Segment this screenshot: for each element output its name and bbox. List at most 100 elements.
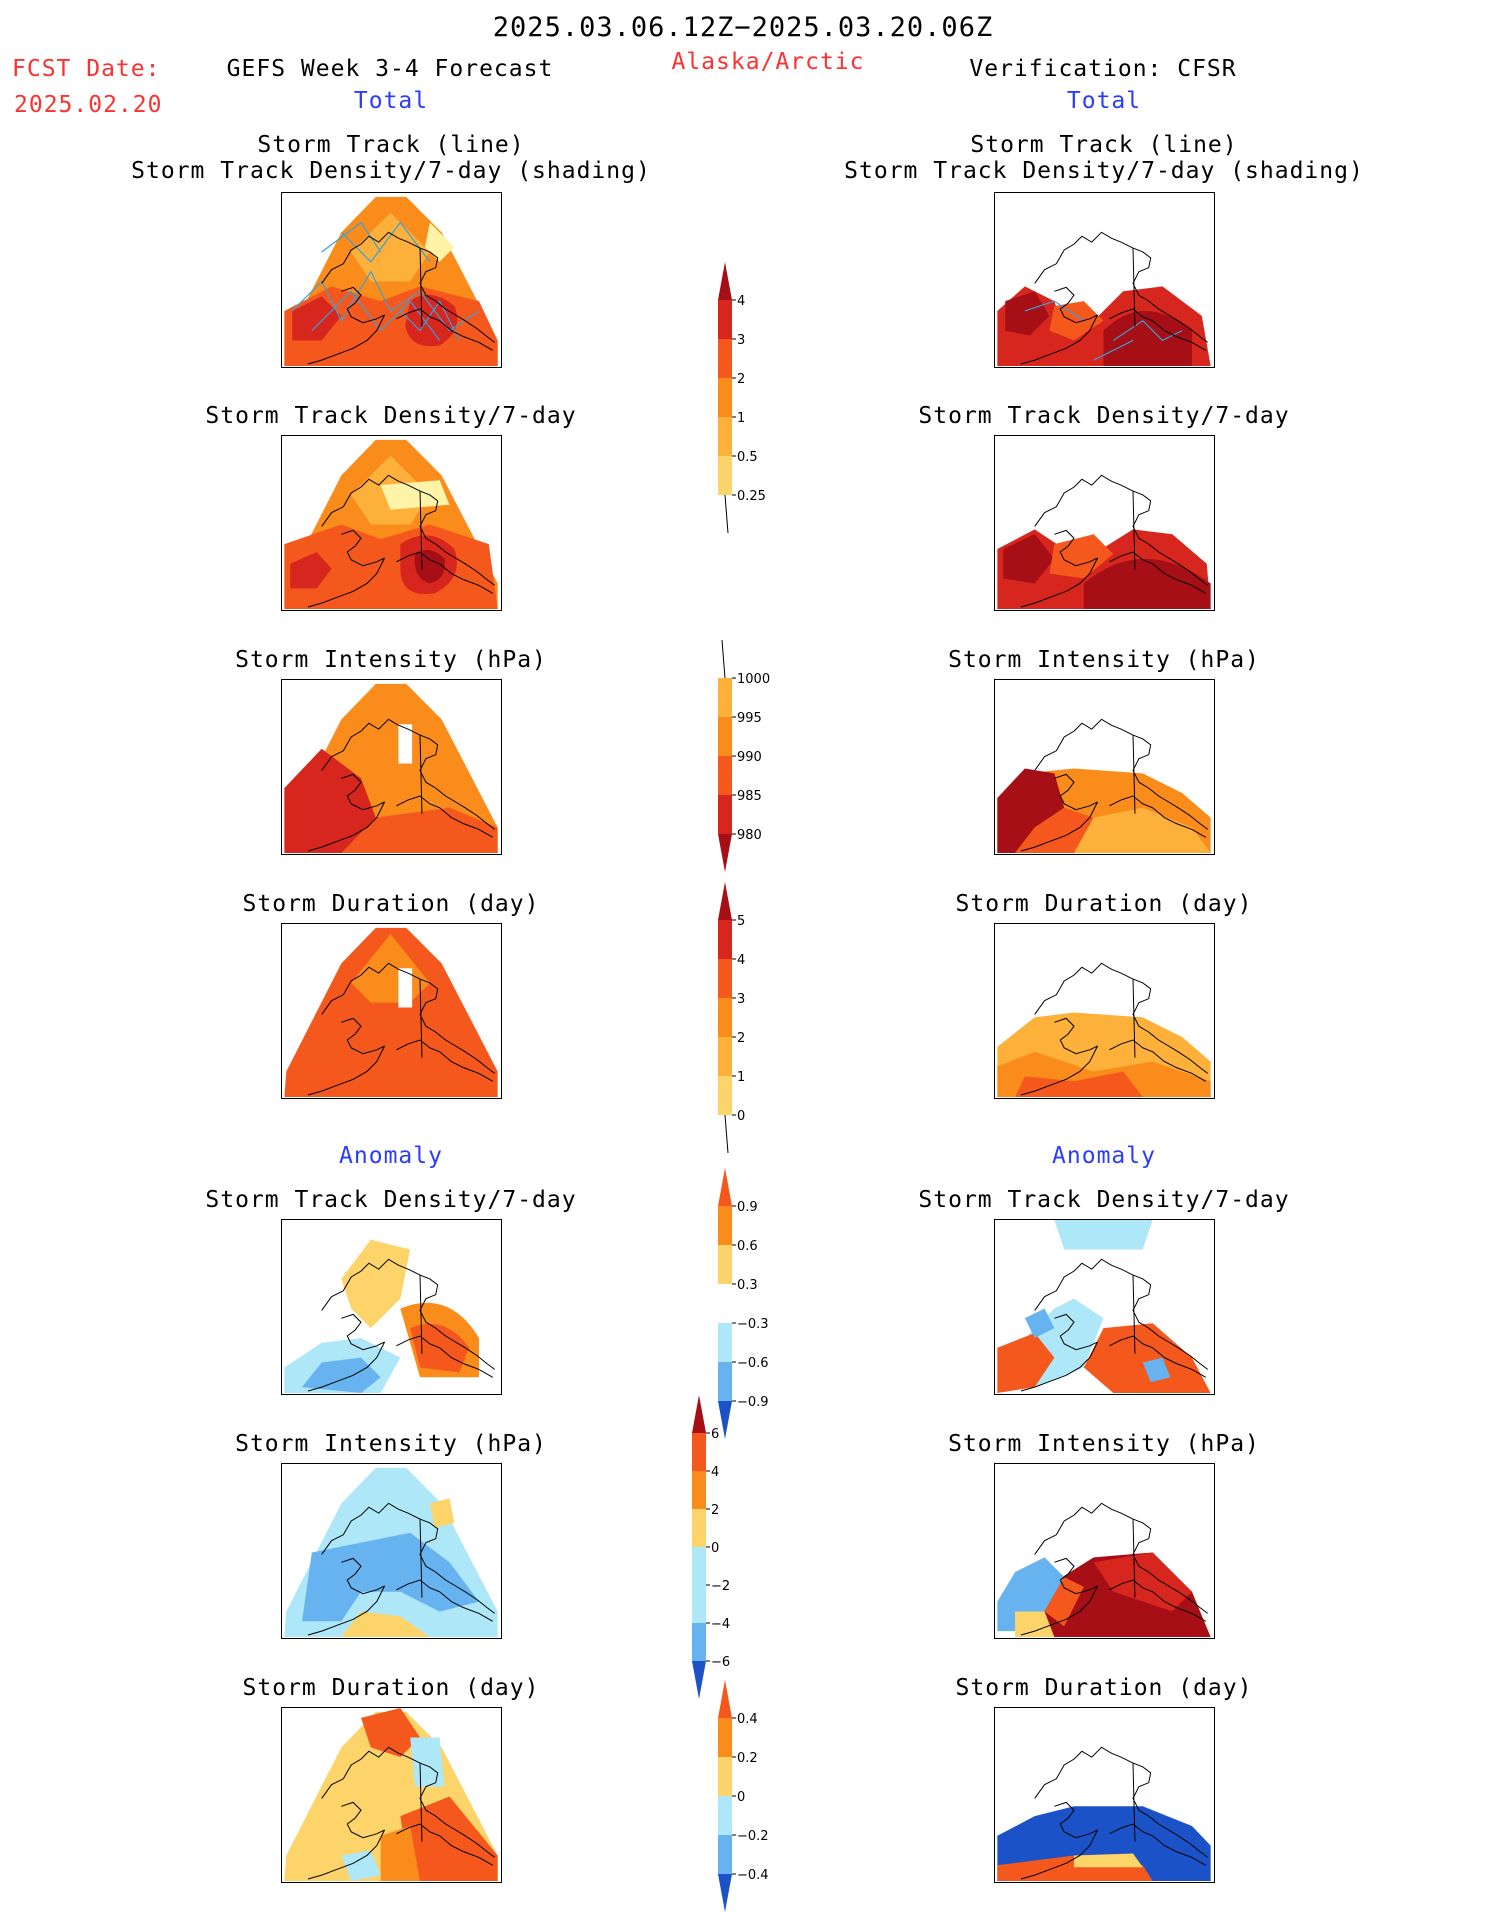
map-intensity-anomaly-verification <box>994 1463 1215 1639</box>
colorbar-graphic: 0.9 0.6 0.3 −0.3 −0.6 −0.9 <box>718 1168 769 1439</box>
colorbar-tick-label: 2 <box>737 372 745 387</box>
colorbar-tick-label: 985 <box>737 789 762 804</box>
colorbar-segment <box>718 1362 732 1401</box>
colorbar-tick-label: −2 <box>711 1579 730 1594</box>
coastline <box>1020 1502 1208 1636</box>
coastline <box>1020 1746 1208 1880</box>
colorbar-segment <box>718 678 732 717</box>
shaded-region <box>414 550 445 584</box>
colorbar-segment <box>692 1471 706 1509</box>
map-graphic <box>997 231 1211 366</box>
colorbar-tick-label: 0.25 <box>737 489 766 504</box>
shaded-region <box>997 768 1065 853</box>
colorbar-intensity: 1000 995 990 985 980 <box>718 639 778 876</box>
coastline <box>307 1258 495 1392</box>
shaded-region <box>1003 534 1055 584</box>
shaded-region <box>398 724 413 764</box>
shaded-region <box>429 1498 455 1528</box>
shaded-region <box>380 480 450 510</box>
colorbar-segment <box>692 1623 706 1661</box>
shaded-region <box>302 1357 381 1393</box>
map-intensity-verification <box>994 679 1215 855</box>
colorbar-graphic: 5 4 3 2 1 0 <box>718 882 745 1154</box>
map-graphic <box>997 1746 1211 1881</box>
shaded-region <box>1093 1552 1192 1612</box>
colorbar-tick-label: −0.9 <box>737 1395 769 1410</box>
shaded-region <box>1015 1611 1055 1637</box>
storm-track-lines <box>1024 300 1183 361</box>
shaded-region <box>1015 807 1094 853</box>
shaded-region <box>292 296 342 341</box>
colorbar-tick-label: 1000 <box>737 672 770 687</box>
shaded-region <box>1074 807 1211 853</box>
shaded-region <box>997 1557 1065 1632</box>
colorbar-tick-label: 0 <box>737 1109 745 1124</box>
panel-title-density-right: Storm Track Density/7-day <box>918 403 1290 429</box>
colorbar-tick-label: −0.4 <box>737 1868 769 1883</box>
map-graphic <box>284 196 498 366</box>
shaded-region <box>1142 1357 1171 1383</box>
coastline <box>1020 718 1208 852</box>
panel-title-track-density-shading-left: Storm Track Density/7-day (shading) <box>131 158 651 184</box>
map-duration-verification <box>994 923 1215 1099</box>
map-graphic <box>997 1502 1211 1637</box>
map-duration-anomaly-verification <box>994 1707 1215 1883</box>
panel-title-track-line-left: Storm Track (line) <box>257 132 525 158</box>
panel-title-duration-anom-right: Storm Duration (day) <box>955 1675 1253 1701</box>
anomaly-label-left: Anomaly <box>339 1143 443 1169</box>
model-title: GEFS Week 3-4 Forecast <box>226 56 554 82</box>
map-density-anomaly-verification <box>994 1219 1215 1395</box>
colorbar-tick-label: 2 <box>711 1503 719 1518</box>
shaded-region <box>1049 301 1104 341</box>
colorbar-graphic: 4 3 2 1 0.5 0.25 <box>718 262 766 534</box>
panel-title-intensity-anom-right: Storm Intensity (hPa) <box>948 1431 1260 1457</box>
colorbar-graphic: 0.4 0.2 0 −0.2 −0.4 <box>718 1680 769 1912</box>
colorbar-segment <box>692 1547 706 1585</box>
map-intensity-anomaly-forecast <box>281 1463 502 1639</box>
storm-track-lines <box>291 221 480 341</box>
colorbar-tick-label: −4 <box>711 1617 730 1632</box>
colorbar-tick-label: 0.2 <box>737 1751 758 1766</box>
shaded-region <box>341 1850 381 1881</box>
colorbar-tick-label: 0.5 <box>737 450 758 465</box>
colorbar-segment <box>718 1680 732 1718</box>
colorbar-segment <box>718 1168 732 1206</box>
shaded-region <box>290 551 332 589</box>
colorbar-segment <box>692 1433 706 1471</box>
map-graphic <box>284 683 498 853</box>
colorbar-segment <box>718 959 732 998</box>
map-duration-anomaly-forecast <box>281 1707 502 1883</box>
shaded-region <box>997 1333 1055 1393</box>
map-graphic <box>284 439 498 609</box>
coastline <box>307 474 495 608</box>
colorbar-segment <box>718 756 732 795</box>
shaded-region <box>1083 558 1211 609</box>
forecast-period: 2025.03.06.12Z−2025.03.20.06Z <box>492 12 994 43</box>
panel-title-duration-right: Storm Duration (day) <box>955 891 1253 917</box>
coastline <box>1020 231 1208 365</box>
coastline <box>1020 474 1208 608</box>
shaded-region <box>1083 1323 1211 1393</box>
coastline <box>1020 962 1208 1096</box>
colorbar-tick-label: −0.2 <box>737 1829 769 1844</box>
colorbar-segment <box>718 1874 732 1912</box>
panel-title-intensity-anom-left: Storm Intensity (hPa) <box>235 1431 547 1457</box>
colorbar-segment <box>718 795 732 834</box>
map-density-verification <box>994 435 1215 611</box>
coastline <box>307 962 495 1096</box>
colorbar-tick-label: 4 <box>737 953 745 968</box>
shaded-region <box>351 212 430 282</box>
colorbar-tick-label: 1 <box>737 1070 745 1085</box>
colorbar-segment <box>718 456 732 495</box>
map-graphic <box>284 927 498 1097</box>
panel-title-density-left: Storm Track Density/7-day <box>205 403 577 429</box>
colorbar-graphic: 6 4 2 0 −2 −4 −6 <box>692 1395 730 1699</box>
shaded-region <box>1054 1220 1153 1250</box>
colorbar-tick-label: 4 <box>711 1465 719 1480</box>
colorbar-tick-label: 0.4 <box>737 1712 758 1727</box>
panel-title-density-anom-left: Storm Track Density/7-day <box>205 1187 577 1213</box>
panel-title-duration-anom-left: Storm Duration (day) <box>242 1675 540 1701</box>
colorbar-tick-label: 3 <box>737 992 745 1007</box>
colorbar-tail <box>721 639 726 679</box>
shaded-region <box>1024 1308 1055 1338</box>
